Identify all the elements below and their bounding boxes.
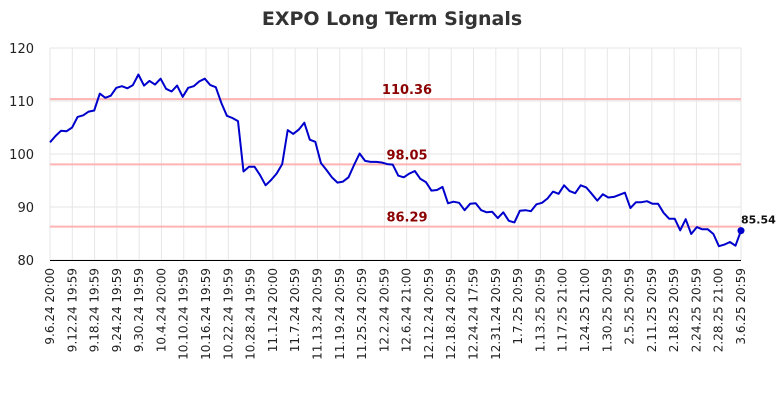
x-tick-label: 1.13.25 20:59 — [533, 268, 547, 352]
x-tick-label: 12.24.24 17:59 — [467, 268, 481, 360]
y-tick-label: 100 — [9, 148, 34, 163]
grid — [49, 47, 742, 261]
x-tick-label: 2.28.25 21:00 — [712, 268, 726, 352]
last-value-label: 85.54 — [741, 214, 776, 227]
reference-lines: 110.36 98.05 86.29 — [50, 83, 741, 228]
x-tick-label: 9.30.24 19:59 — [132, 268, 146, 352]
x-tick-label: 12.6.24 21:00 — [400, 268, 414, 352]
y-tick-label: 120 — [9, 42, 34, 57]
x-tick-label: 1.17.25 21:00 — [556, 268, 570, 352]
x-tick-label: 9.24.24 19:59 — [110, 268, 124, 352]
x-tick-label: 10.22.24 19:59 — [221, 268, 235, 360]
x-tick-label: 2.18.25 20:59 — [667, 268, 681, 352]
x-tick-label: 3.6.25 20:59 — [734, 268, 748, 345]
x-tick-label: 10.4.24 20:00 — [154, 268, 168, 352]
x-tick-label: 12.2.24 20:59 — [377, 268, 391, 352]
x-tick-label: 11.19.24 20:59 — [333, 268, 347, 360]
x-tick-label: 1.24.25 21:00 — [578, 268, 592, 352]
x-tick-label: 2.5.25 20:59 — [623, 268, 637, 345]
reference-line-label: 98.05 — [386, 148, 427, 163]
y-tick-labels: 80 90 100 110 120 — [9, 42, 34, 269]
x-tick-label: 9.18.24 19:59 — [88, 268, 102, 352]
series — [49, 73, 742, 248]
last-value-dot — [737, 227, 745, 235]
x-tick-label: 10.16.24 19:59 — [199, 268, 213, 360]
x-tick-label: 9.12.24 19:59 — [65, 268, 79, 352]
y-tick-label: 80 — [17, 254, 34, 269]
reference-line-label: 110.36 — [382, 83, 432, 98]
x-tick-label: 1.7.25 20:59 — [511, 268, 525, 345]
x-tick-label: 10.28.24 19:59 — [244, 268, 258, 360]
x-tick-label: 12.31.24 20:59 — [489, 268, 503, 360]
y-tick-label: 110 — [9, 95, 34, 110]
reference-line-label: 86.29 — [386, 211, 427, 226]
x-tick-label: 11.7.24 20:59 — [288, 268, 302, 352]
x-tick-label: 11.13.24 20:59 — [310, 268, 324, 360]
x-tick-label: 1.30.25 20:59 — [600, 268, 614, 352]
x-tick-label: 12.18.24 20:59 — [444, 268, 458, 360]
x-tick-label: 11.25.24 20:59 — [355, 268, 369, 360]
x-tick-label: 12.12.24 20:59 — [422, 268, 436, 360]
x-tick-label: 10.10.24 19:59 — [177, 268, 191, 360]
chart-title: EXPO Long Term Signals — [262, 8, 522, 30]
x-tick-label: 2.11.25 20:59 — [645, 268, 659, 352]
last-value-marker: 85.54 — [737, 214, 776, 235]
x-tick-labels: 9.6.24 20:00 9.12.24 19:59 9.18.24 19:59 9.… — [43, 268, 748, 360]
x-tick-label: 11.1.24 20:00 — [266, 268, 280, 352]
x-tick-label: 2.24.25 20:59 — [689, 268, 703, 352]
x-tick-label: 9.6.24 20:00 — [43, 268, 57, 345]
series-line — [49, 73, 742, 248]
y-tick-label: 90 — [17, 201, 34, 216]
